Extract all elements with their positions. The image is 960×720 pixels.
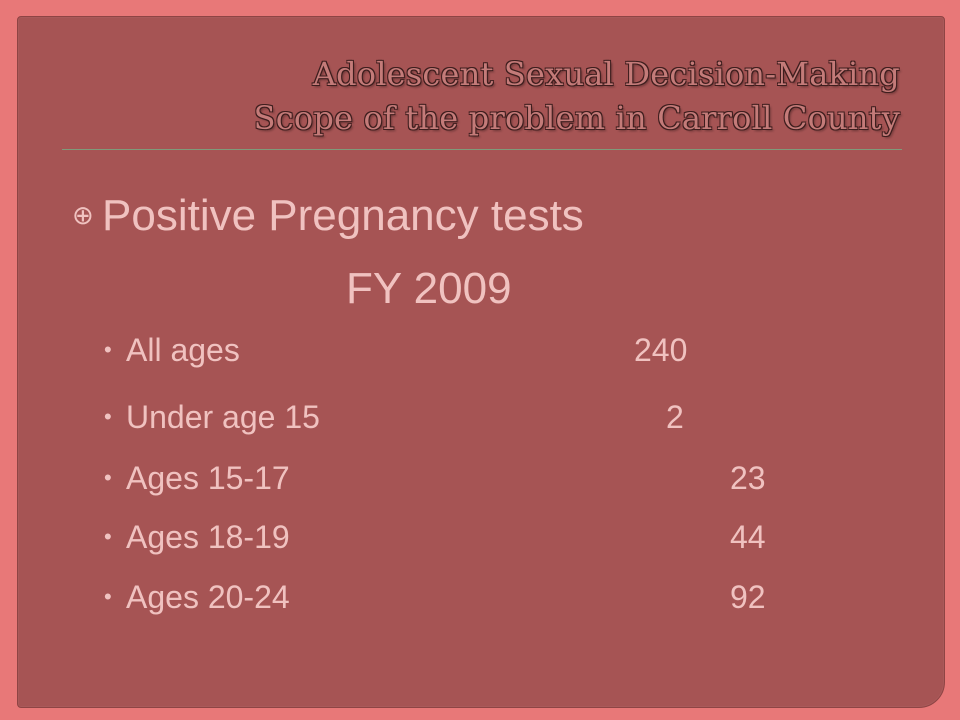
title-divider xyxy=(62,149,902,150)
list-item-label: All ages xyxy=(126,332,240,368)
bullet-dot-icon: • xyxy=(104,337,112,362)
main-bullet: ⊕ Positive Pregnancy tests xyxy=(72,188,584,244)
main-bullet-text: Positive Pregnancy tests xyxy=(102,191,584,240)
bullet-dot-icon: • xyxy=(104,584,112,609)
title-line-2: Scope of the problem in Carroll County xyxy=(253,99,900,137)
bullet-dot-icon: • xyxy=(104,524,112,549)
list-item-value: 92 xyxy=(730,579,766,615)
slide-title: Adolescent Sexual Decision-Making Scope … xyxy=(60,52,900,140)
content-panel xyxy=(17,16,945,708)
list-item-value: 240 xyxy=(634,332,688,368)
bullet-dot-icon: • xyxy=(104,404,112,429)
circled-plus-icon: ⊕ xyxy=(72,201,94,231)
list-item-value: 2 xyxy=(666,399,684,435)
list-item-label: Ages 20-24 xyxy=(126,579,290,615)
bullet-dot-icon: • xyxy=(104,465,112,490)
list-item-value: 23 xyxy=(730,460,766,496)
list-item-value: 44 xyxy=(730,519,766,555)
list-item-label: Under age 15 xyxy=(126,399,320,435)
fiscal-year-label: FY 2009 xyxy=(346,264,512,313)
title-line-1: Adolescent Sexual Decision-Making xyxy=(312,55,900,93)
list-item-label: Ages 18-19 xyxy=(126,519,290,555)
list-item-label: Ages 15-17 xyxy=(126,460,290,496)
